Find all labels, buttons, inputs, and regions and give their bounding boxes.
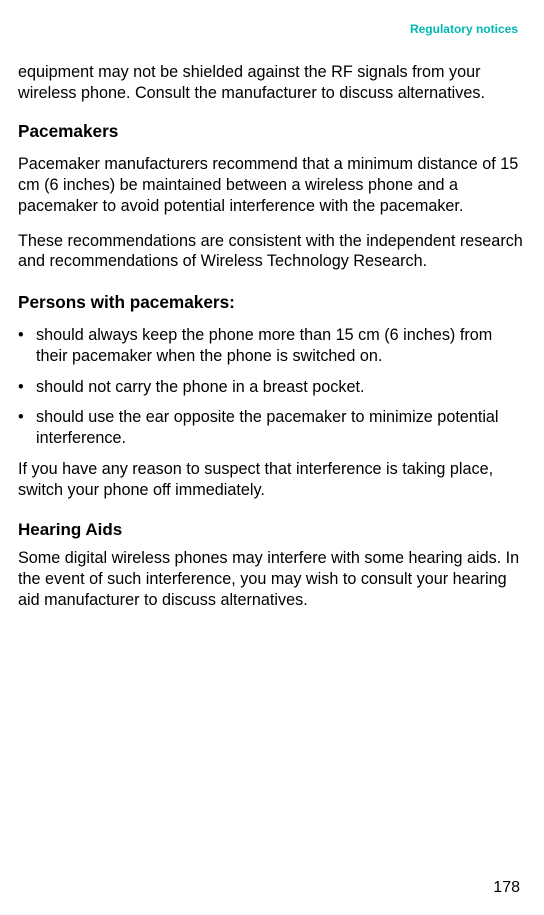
hearing-aids-para: Some digital wireless phones may interfe… <box>18 548 526 610</box>
intro-paragraph: equipment may not be shielded against th… <box>18 62 526 103</box>
list-item: should use the ear opposite the pacemake… <box>18 407 526 448</box>
page-header-right: Regulatory notices <box>410 22 518 36</box>
heading-hearing-aids: Hearing Aids <box>18 520 526 540</box>
pacemakers-para-1: Pacemaker manufacturers recommend that a… <box>18 154 526 216</box>
pacemakers-after-para: If you have any reason to suspect that i… <box>18 459 526 500</box>
heading-persons-with-pacemakers: Persons with pacemakers: <box>18 292 526 313</box>
page-number: 178 <box>493 879 520 897</box>
pacemakers-para-2: These recommendations are consistent wit… <box>18 231 526 272</box>
list-item: should always keep the phone more than 1… <box>18 325 526 366</box>
document-page: Regulatory notices equipment may not be … <box>0 0 544 915</box>
list-item: should not carry the phone in a breast p… <box>18 377 526 398</box>
pacemaker-bullet-list: should always keep the phone more than 1… <box>18 325 526 449</box>
heading-pacemakers: Pacemakers <box>18 121 526 142</box>
page-content: equipment may not be shielded against th… <box>18 0 526 610</box>
